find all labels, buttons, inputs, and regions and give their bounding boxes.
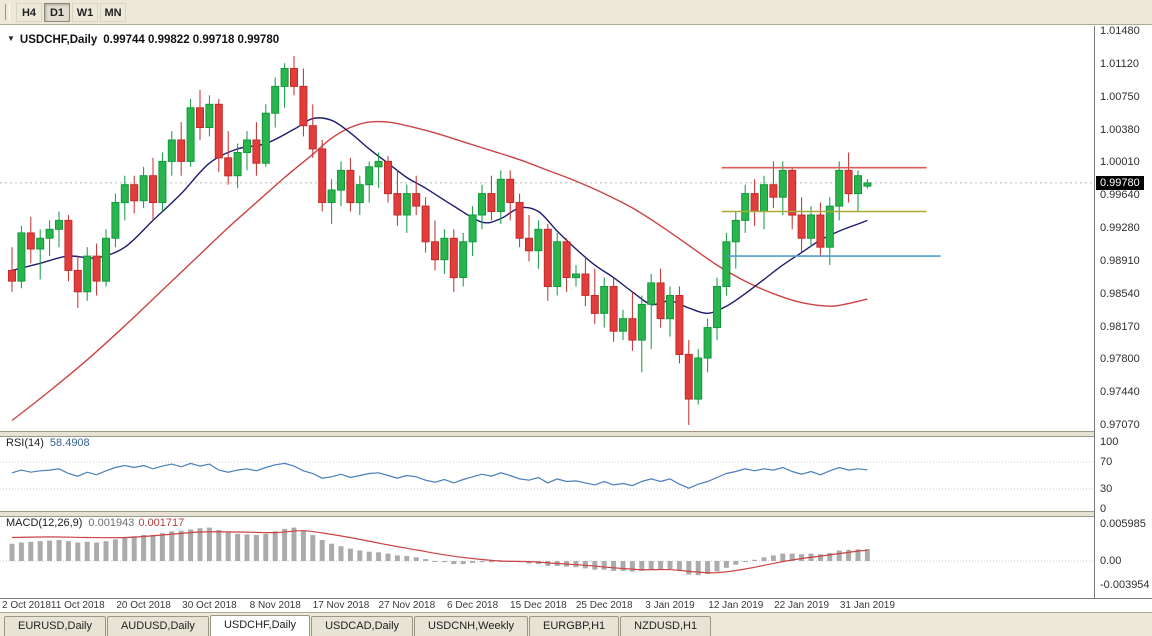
timeframe-buttons: H4 D1 W1 MN: [16, 2, 128, 22]
one-click-trading-arrow-icon[interactable]: ▼: [7, 34, 15, 43]
chart-symbol-period: USDCHF,Daily: [19, 34, 98, 46]
rsi-panel[interactable]: RSI(14) 58.4908: [0, 435, 1093, 511]
timeframe-button-w1[interactable]: W1: [72, 2, 98, 22]
timeframe-button-h4[interactable]: H4: [16, 2, 42, 22]
chart-tab-nzdusd[interactable]: NZDUSD,H1: [620, 616, 712, 636]
chart-tab-usdcnh[interactable]: USDCNH,Weekly: [414, 616, 529, 636]
rsi-value: 58.4908: [49, 437, 90, 449]
price-axis-label: 0.97070: [1100, 419, 1140, 431]
macd-axis-label: -0.003954: [1100, 579, 1150, 592]
chart-tab-eurusd[interactable]: EURUSD,Daily: [4, 616, 106, 636]
panel-separator[interactable]: [0, 431, 1152, 437]
macd-panel[interactable]: MACD(12,26,9) 0.001943 0.001717: [0, 515, 1093, 598]
macd-axis-label: 0.00: [1100, 555, 1122, 567]
time-axis-label: 27 Nov 2018: [378, 600, 436, 611]
price-axis-label: 1.00750: [1100, 90, 1140, 103]
time-axis[interactable]: 2 Oct 2018 11 Oct 2018 20 Oct 2018 30 Oct 2…: [0, 598, 1152, 613]
price-axis-label: 0.97440: [1100, 386, 1140, 399]
time-axis-label: 22 Jan 2019: [774, 600, 830, 611]
price-axis-label: 1.01120: [1100, 57, 1139, 70]
rsi-axis-label: 0: [1100, 503, 1107, 515]
chart-title: ▼ USDCHF,Daily 0.99744 0.99822 0.99718 0.9…: [7, 34, 279, 46]
time-axis-label: 20 Oct 2018: [116, 600, 171, 611]
chart-ohlc-values: 0.99744 0.99822 0.99718 0.99780: [103, 34, 280, 46]
chart-tabs-bar: EURUSD,Daily AUDUSD,Daily USDCHF,Daily USDC…: [0, 612, 1152, 636]
price-axis-label: 1.00380: [1100, 123, 1140, 136]
chart-tab-usdcad[interactable]: USDCAD,Daily: [311, 616, 414, 636]
macd-chart-svg[interactable]: [0, 515, 1093, 598]
macd-label: MACD(12,26,9): [6, 517, 83, 529]
rsi-axis-label: 100: [1100, 436, 1119, 448]
chart-tab-usdchf[interactable]: USDCHF,Daily: [209, 615, 311, 636]
rsi-axis-label: 70: [1100, 456, 1113, 469]
price-axis-label: 0.98910: [1100, 254, 1140, 267]
chart-window: ▼ USDCHF,Daily 0.99744 0.99822 0.99718 0.9…: [0, 25, 1152, 613]
price-axis-label: 1.01480: [1100, 25, 1140, 37]
time-axis-label: 6 Dec 2018: [447, 600, 499, 611]
price-chart-svg[interactable]: [0, 26, 1093, 431]
macd-signal-value: 0.001717: [138, 517, 185, 529]
price-panel[interactable]: ▼ USDCHF,Daily 0.99744 0.99822 0.99718 0.9…: [0, 26, 1093, 431]
time-axis-label: 2 Oct 2018: [2, 600, 51, 611]
macd-title: MACD(12,26,9) 0.001943 0.001717: [6, 517, 184, 529]
macd-main-value: 0.001943: [88, 517, 135, 529]
time-axis-label: 8 Nov 2018: [249, 600, 301, 611]
time-axis-label: 15 Dec 2018: [510, 600, 567, 611]
toolbar-grip[interactable]: [5, 4, 10, 20]
price-axis-label: 0.99640: [1100, 189, 1140, 202]
current-price-badge: 0.99780: [1096, 175, 1144, 190]
macd-axis-label: 0.005985: [1100, 518, 1146, 530]
timeframe-button-d1[interactable]: D1: [44, 2, 70, 22]
time-axis-label: 11 Oct 2018: [50, 600, 105, 611]
price-axis-label: 0.99280: [1100, 222, 1140, 234]
rsi-chart-svg[interactable]: [0, 435, 1093, 511]
price-axis-label: 0.97800: [1100, 353, 1140, 366]
price-axis-label: 1.00010: [1100, 156, 1140, 169]
panel-separator[interactable]: [0, 511, 1152, 517]
time-axis-label: 17 Nov 2018: [312, 600, 370, 611]
time-axis-label: 12 Jan 2019: [708, 600, 764, 611]
price-axis-label: 0.98540: [1100, 287, 1140, 300]
time-axis-label: 3 Jan 2019: [645, 600, 695, 611]
chart-tab-eurgbp[interactable]: EURGBP,H1: [529, 616, 620, 636]
chart-tab-audusd[interactable]: AUDUSD,Daily: [106, 616, 209, 636]
time-axis-label: 30 Oct 2018: [182, 600, 237, 611]
rsi-title: RSI(14) 58.4908: [6, 437, 90, 449]
time-axis-label: 25 Dec 2018: [575, 600, 633, 611]
rsi-axis-label: 30: [1100, 482, 1113, 495]
rsi-label: RSI(14): [6, 437, 44, 449]
time-axis-label: 31 Jan 2019: [839, 600, 895, 611]
price-axis[interactable]: 0.99780 1.01480 1.01120 1.00750 1.00380 1.00…: [1094, 25, 1152, 598]
price-axis-label: 0.98170: [1100, 320, 1140, 333]
timeframe-toolbar: H4 D1 W1 MN: [0, 0, 1152, 25]
timeframe-button-mn[interactable]: MN: [100, 2, 126, 22]
